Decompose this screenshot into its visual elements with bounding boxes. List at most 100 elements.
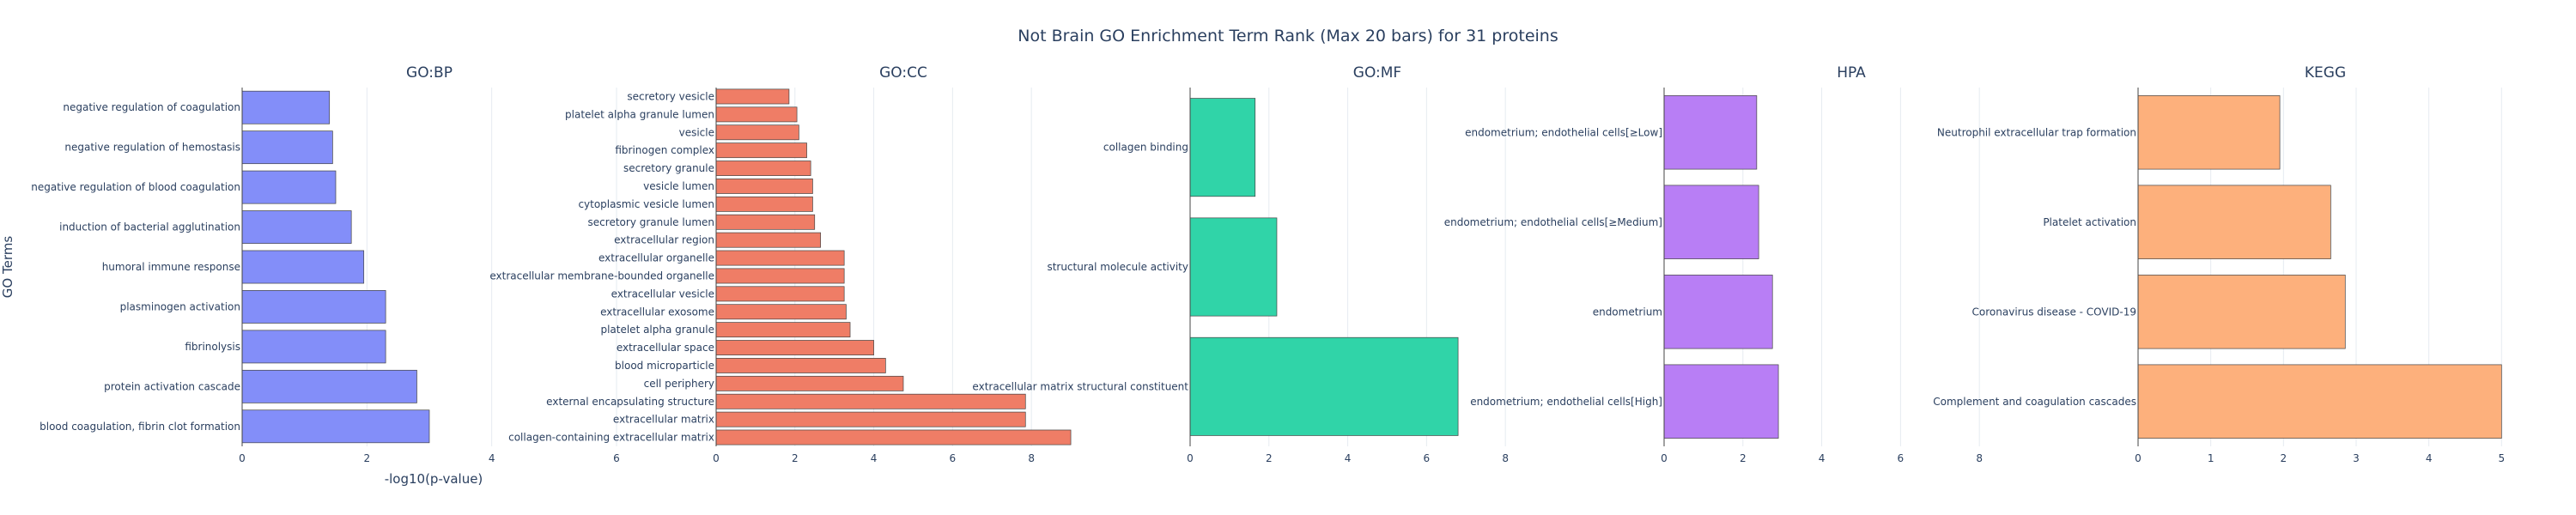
- category-label: extracellular membrane-bounded organelle: [489, 270, 714, 282]
- x-tick-label: 0: [713, 452, 720, 464]
- panel-3: GO:MF 0 2 4 6 8 collagen binding structural mol…: [972, 64, 1509, 464]
- bar: [715, 429, 1072, 445]
- x-tick-label: 6: [1898, 452, 1905, 464]
- category-label: Coronavirus disease - COVID-19: [1972, 306, 2136, 318]
- bar: [1189, 336, 1459, 436]
- bar: [241, 210, 352, 244]
- category-label: blood microparticle: [615, 360, 714, 372]
- bar: [241, 90, 331, 124]
- bar: [1663, 275, 1773, 349]
- category-label: extracellular space: [617, 342, 714, 354]
- x-tick-label: 2: [1266, 452, 1273, 464]
- panel-1: GO:BP 0 2 4 6 negative regulation of coagulat…: [31, 64, 620, 464]
- bar: [715, 250, 845, 266]
- category-label: collagen-containing extracellular matrix: [508, 432, 714, 444]
- category-label: negative regulation of blood coagulation: [31, 181, 240, 193]
- category-label: platelet alpha granule lumen: [565, 108, 714, 120]
- x-tick-label: 4: [489, 452, 495, 464]
- bar: [1663, 364, 1779, 439]
- bar: [715, 286, 845, 302]
- category-label: cytoplasmic vesicle lumen: [578, 198, 714, 210]
- x-tick-label: 6: [1424, 452, 1431, 464]
- category-label: plasminogen activation: [120, 300, 240, 312]
- category-label: extracellular vesicle: [611, 288, 714, 300]
- x-tick-label: 5: [2498, 452, 2505, 464]
- x-tick-label: 0: [2135, 452, 2142, 464]
- bar: [715, 375, 904, 391]
- category-label: fibrinogen complex: [615, 144, 714, 156]
- bar: [1663, 185, 1759, 259]
- category-label: Complement and coagulation cascades: [1933, 396, 2136, 408]
- bar: [715, 88, 790, 105]
- x-tick-label: 4: [2426, 452, 2433, 464]
- x-tick-label: 2: [2281, 452, 2287, 464]
- category-label: extracellular matrix: [613, 414, 714, 426]
- category-label: extracellular matrix structural constitu…: [972, 380, 1188, 392]
- category-label: extracellular exosome: [600, 306, 714, 318]
- bar: [715, 142, 807, 159]
- category-label: endometrium; endothelial cells[High]: [1470, 396, 1662, 408]
- x-axis-title: -log10(p-value): [385, 471, 483, 487]
- bar: [2137, 95, 2281, 170]
- category-label: platelet alpha granule: [600, 324, 714, 336]
- bar: [715, 358, 886, 373]
- bar: [241, 369, 417, 403]
- bar: [715, 340, 874, 355]
- panel-title: GO:BP: [406, 64, 453, 82]
- bar: [715, 106, 798, 123]
- category-label: structural molecule activity: [1047, 261, 1188, 273]
- x-tick-label: 2: [1740, 452, 1747, 464]
- bar: [241, 250, 365, 284]
- bar: [715, 304, 847, 320]
- category-label: humoral immune response: [102, 261, 240, 273]
- x-tick-label: 6: [613, 452, 620, 464]
- category-label: external encapsulating structure: [546, 396, 714, 408]
- x-tick-label: 6: [950, 452, 957, 464]
- bar: [1663, 95, 1758, 170]
- bar: [241, 330, 386, 364]
- category-label: negative regulation of coagulation: [63, 101, 240, 113]
- bar: [715, 124, 799, 141]
- category-label: blood coagulation, fibrin clot formation: [39, 421, 240, 433]
- bar: [241, 130, 333, 165]
- bar: [715, 411, 1026, 427]
- bar: [715, 179, 813, 194]
- x-tick-label: 1: [2208, 452, 2215, 464]
- bar: [241, 409, 430, 444]
- x-tick-label: 0: [239, 452, 246, 464]
- x-tick-label: 4: [1345, 452, 1352, 464]
- category-label: collagen binding: [1103, 142, 1188, 154]
- chart-panels: GO:BP 0 2 4 6 negative regulation of coagulat…: [31, 64, 2505, 464]
- category-label: protein activation cascade: [104, 380, 240, 392]
- x-tick-label: 4: [1819, 452, 1826, 464]
- x-tick-label: 8: [1502, 452, 1509, 464]
- x-tick-label: 2: [364, 452, 371, 464]
- category-label: Neutrophil extracellular trap formation: [1937, 126, 2136, 138]
- category-label: fibrinolysis: [185, 341, 240, 353]
- category-label: extracellular region: [614, 234, 714, 246]
- bar: [2137, 185, 2331, 259]
- x-tick-label: 8: [1028, 452, 1035, 464]
- chart-title: Not Brain GO Enrichment Term Rank (Max 2…: [1018, 27, 1558, 45]
- category-label: secretory granule: [623, 162, 714, 174]
- panel-title: GO:CC: [879, 64, 927, 82]
- panel-5: KEGG 0 1 2 3 4 5 Neutrophil extracellular trap …: [1933, 64, 2505, 464]
- panel-4: HPA 0 2 4 6 8 endometrium; endothelial cells[≥…: [1444, 64, 1983, 464]
- bar: [241, 170, 337, 204]
- bar: [715, 214, 816, 230]
- category-label: Platelet activation: [2043, 216, 2136, 228]
- category-label: cell periphery: [644, 378, 714, 390]
- bar: [715, 232, 821, 248]
- bar: [715, 322, 851, 338]
- bar: [1189, 217, 1278, 317]
- panel-title: KEGG: [2305, 64, 2346, 82]
- panel-2: GO:CC 0 2 4 6 8 secretory vesicle platelet alph…: [489, 64, 1072, 464]
- category-label: endometrium: [1593, 306, 1662, 318]
- x-tick-label: 8: [1976, 452, 1983, 464]
- x-tick-label: 2: [792, 452, 799, 464]
- bar: [715, 393, 1026, 409]
- panel-title: GO:MF: [1353, 64, 1401, 82]
- bar: [2137, 364, 2502, 439]
- category-label: induction of bacterial agglutination: [59, 221, 240, 233]
